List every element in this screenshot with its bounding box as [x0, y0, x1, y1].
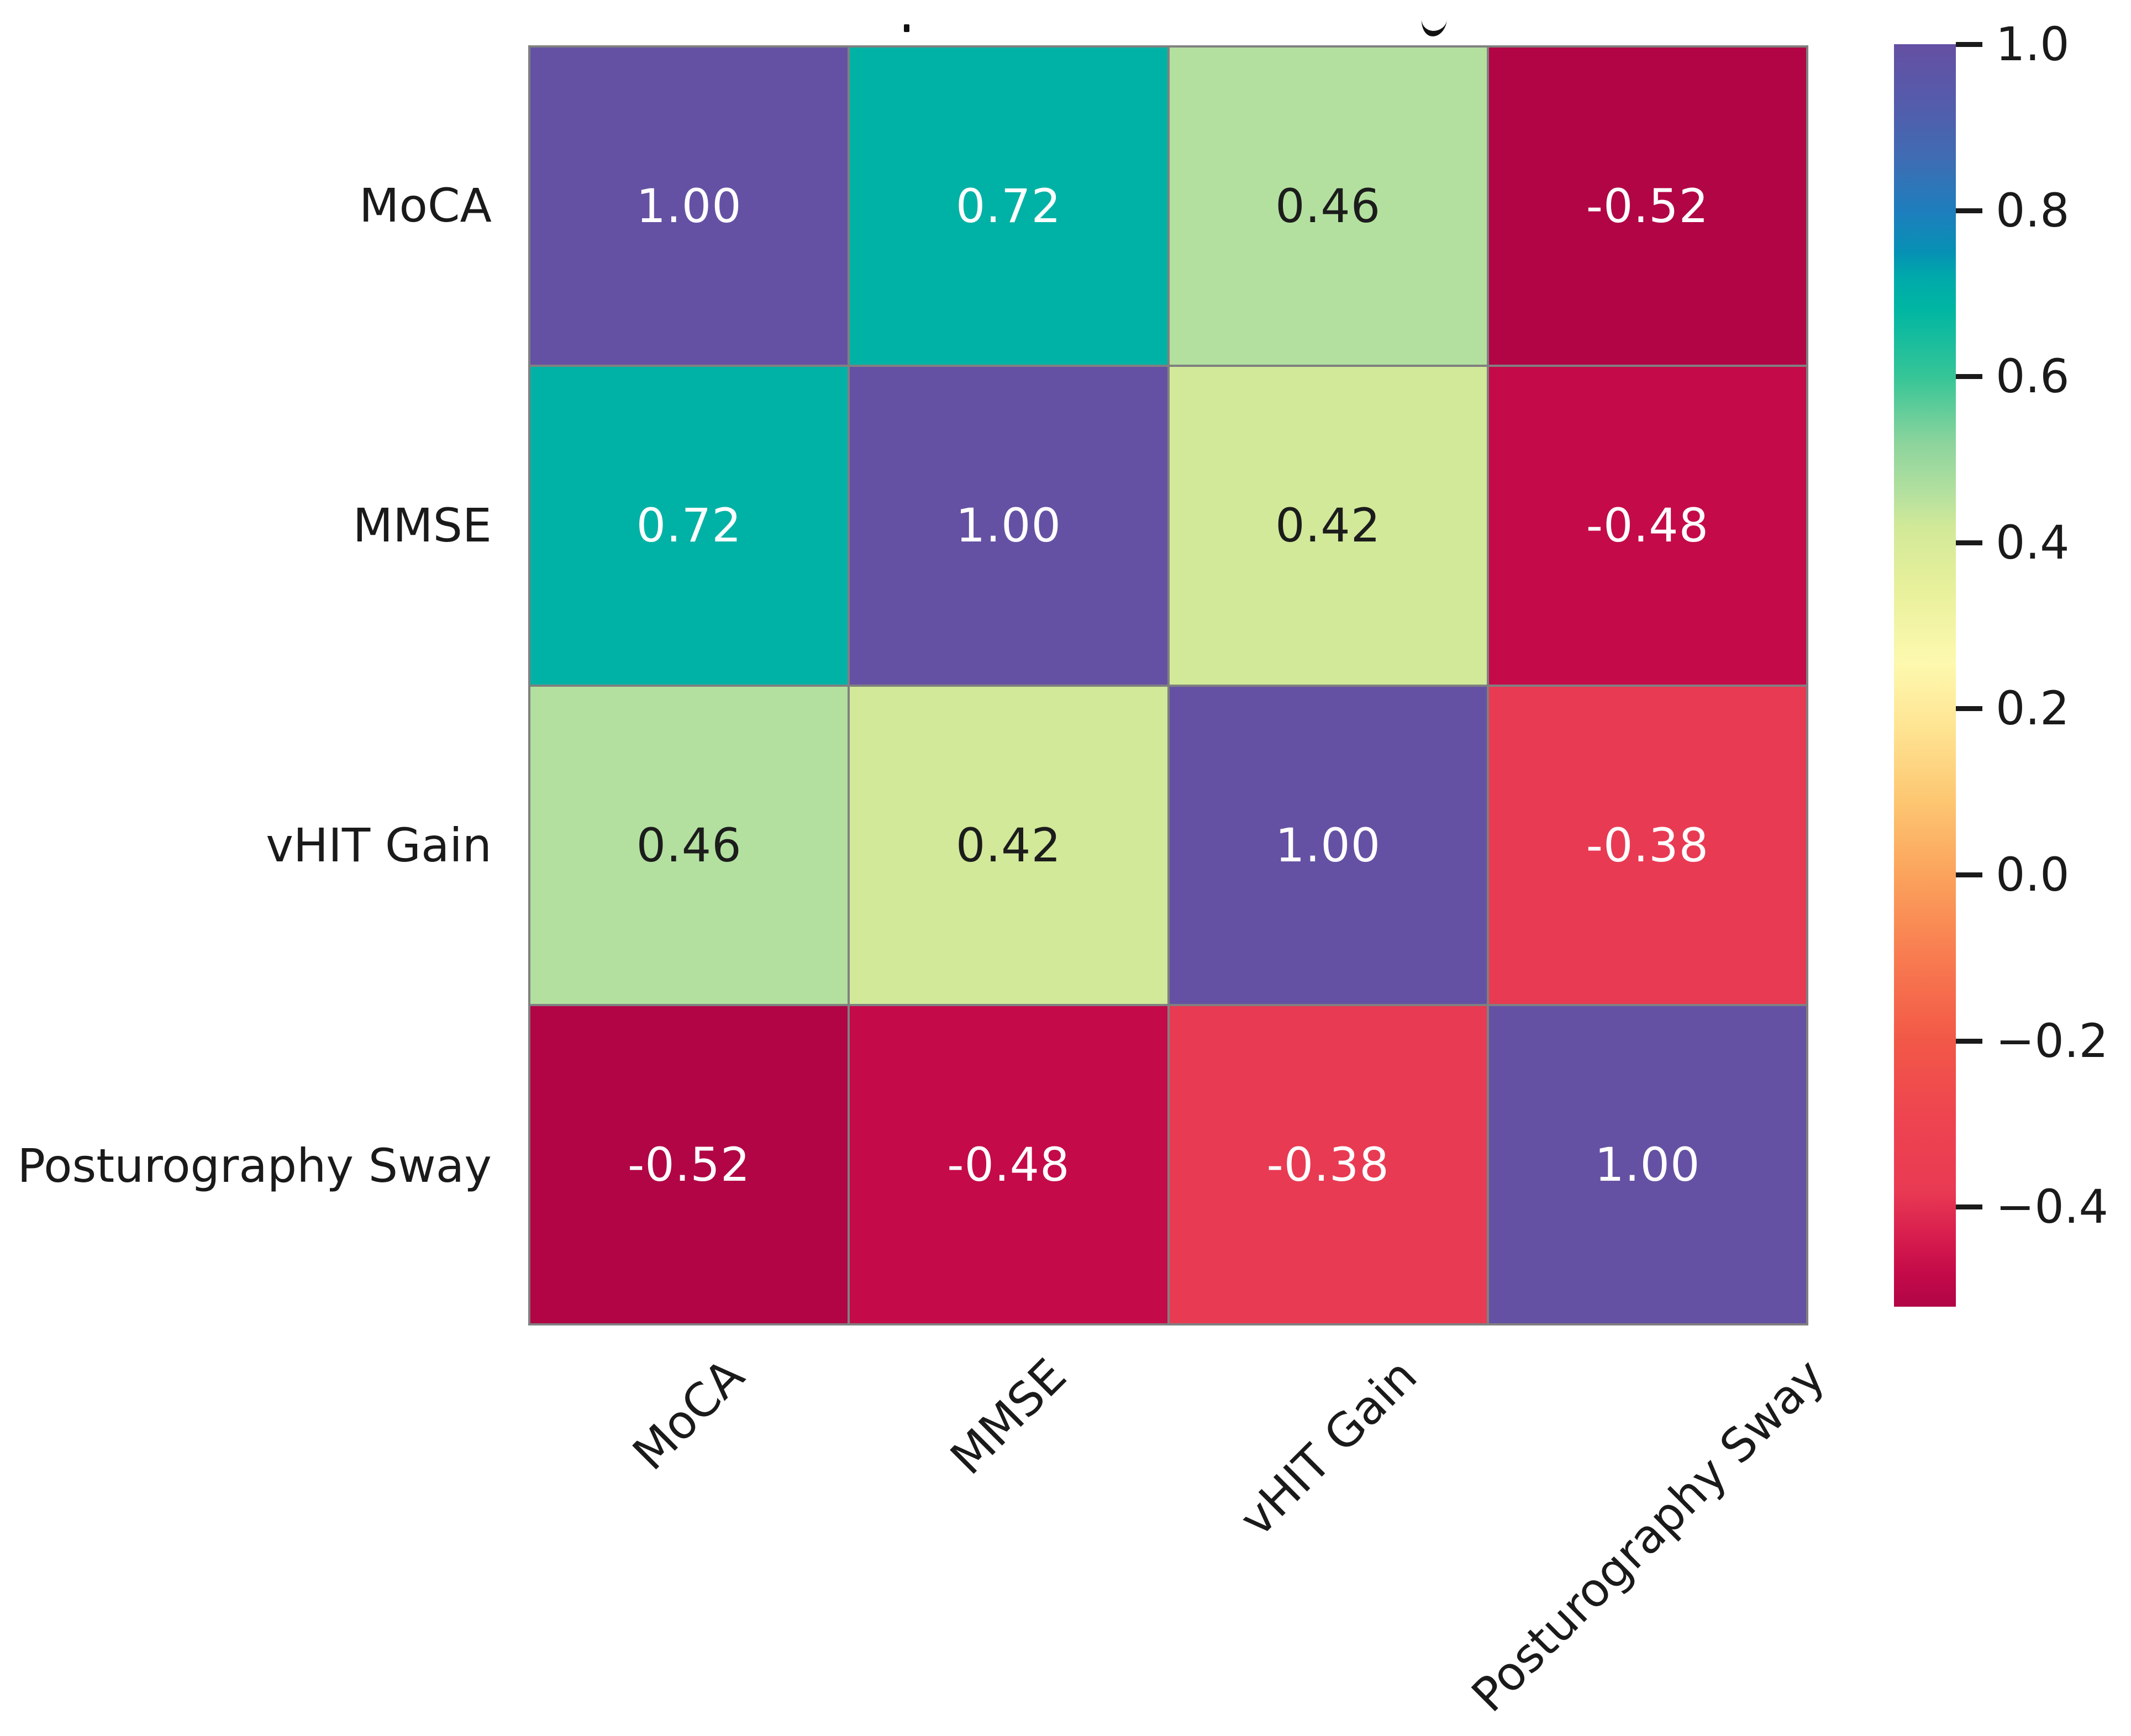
- heatmap-cell: -0.38: [1169, 1006, 1487, 1323]
- heatmap-grid: 1.00 0.72 0.46 -0.52 0.72 1.00 0.42 -0.4…: [528, 45, 1808, 1325]
- colorbar-tick: [1956, 374, 1982, 379]
- colorbar-tick-label: 1.0: [1996, 17, 2070, 71]
- colorbar-tick-label: 0.4: [1996, 515, 2070, 570]
- heatmap-cell: 1.00: [530, 48, 848, 365]
- heatmap-cell: 1.00: [1488, 1006, 1806, 1323]
- heatmap-cell: 0.42: [1169, 367, 1487, 685]
- colorbar-tick: [1956, 540, 1982, 545]
- heatmap-cell: 0.46: [530, 686, 848, 1004]
- colorbar-tick: [1956, 872, 1982, 877]
- colorbar-gradient: [1894, 44, 1956, 1307]
- clipped-title-fragment: [904, 24, 909, 32]
- colorbar-tick: [1956, 42, 1982, 47]
- colorbar-tick: [1956, 208, 1982, 213]
- y-tick-label-vhit-gain: vHIT Gain: [266, 818, 492, 872]
- heatmap-cell: 1.00: [1169, 686, 1487, 1004]
- colorbar-tick: [1956, 706, 1982, 711]
- heatmap-cell: -0.52: [1488, 48, 1806, 365]
- y-tick-label-posturography: Posturography Sway: [17, 1139, 492, 1193]
- x-tick-label-posturography: Posturography Sway: [1461, 1348, 1835, 1722]
- heatmap-cell: 0.42: [850, 686, 1167, 1004]
- colorbar-tick: [1956, 1039, 1982, 1044]
- colorbar-tick-label: 0.6: [1996, 349, 2070, 403]
- clipped-title-fragment: [1420, 15, 1448, 38]
- x-tick-label-mmse: MMSE: [940, 1348, 1077, 1485]
- heatmap-cell: -0.38: [1488, 686, 1806, 1004]
- heatmap-cell: 0.72: [850, 48, 1167, 365]
- heatmap-cell: 1.00: [850, 367, 1167, 685]
- x-tick-label-vhit-gain: vHIT Gain: [1229, 1348, 1428, 1546]
- x-tick-label-moca: MoCA: [622, 1348, 755, 1481]
- colorbar-tick-label: 0.2: [1996, 681, 2070, 735]
- y-tick-label-mmse: MMSE: [352, 498, 492, 553]
- colorbar-tick-label: −0.2: [1996, 1014, 2108, 1068]
- colorbar-tick: [1956, 1204, 1982, 1209]
- heatmap-cell: -0.48: [1488, 367, 1806, 685]
- heatmap-cell: 0.72: [530, 367, 848, 685]
- colorbar-tick-label: 0.0: [1996, 848, 2070, 902]
- colorbar-tick-label: −0.4: [1996, 1180, 2108, 1234]
- y-tick-label-moca: MoCA: [359, 178, 492, 233]
- heatmap-cell: 0.46: [1169, 48, 1487, 365]
- heatmap-cell: -0.52: [530, 1006, 848, 1323]
- colorbar-tick-label: 0.8: [1996, 183, 2070, 238]
- heatmap-cell: -0.48: [850, 1006, 1167, 1323]
